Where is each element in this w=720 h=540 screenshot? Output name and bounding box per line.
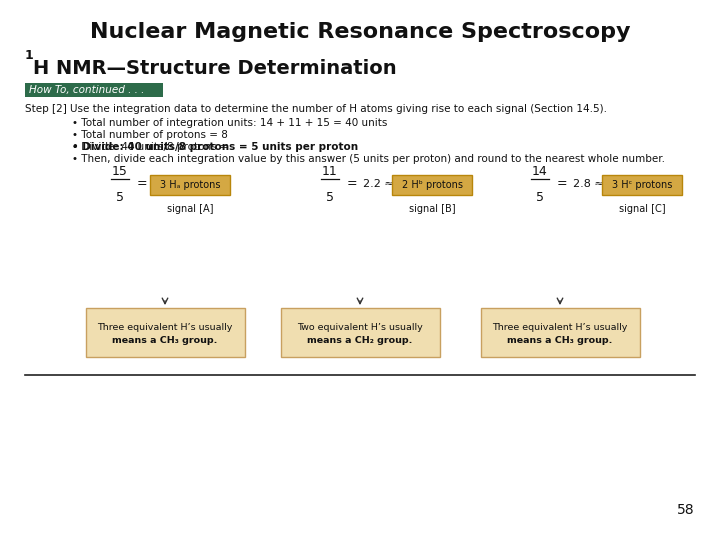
FancyBboxPatch shape: [86, 308, 245, 357]
Text: 2 Hᵇ protons: 2 Hᵇ protons: [402, 180, 462, 190]
Text: Three equivalent H’s usually: Three equivalent H’s usually: [97, 323, 233, 332]
Text: means a CH₂ group.: means a CH₂ group.: [307, 336, 413, 345]
FancyBboxPatch shape: [150, 175, 230, 195]
Text: 15: 15: [112, 165, 128, 178]
FancyBboxPatch shape: [25, 83, 163, 97]
Text: means a CH₃ group.: means a CH₃ group.: [508, 336, 613, 345]
FancyBboxPatch shape: [392, 175, 472, 195]
Text: means a CH₃ group.: means a CH₃ group.: [112, 336, 217, 345]
Text: • Total number of integration units: 14 + 11 + 15 = 40 units: • Total number of integration units: 14 …: [72, 118, 387, 128]
Text: • Divide: 40 units/8 protons =: • Divide: 40 units/8 protons =: [72, 142, 229, 152]
FancyBboxPatch shape: [480, 308, 639, 357]
Text: • Divide: 40 units/8 protons =         5 units per proton: • Divide: 40 units/8 protons = 5 units p…: [72, 142, 387, 152]
Text: How To, continued . . .: How To, continued . . .: [29, 85, 145, 95]
Text: 1: 1: [25, 49, 34, 62]
Text: 58: 58: [678, 503, 695, 517]
FancyBboxPatch shape: [602, 175, 682, 195]
Text: • Then, divide each integration value by this answer (5 units per proton) and ro: • Then, divide each integration value by…: [72, 154, 665, 164]
Text: signal [C]: signal [C]: [618, 204, 665, 214]
Text: Use the integration data to determine the number of H atoms giving rise to each : Use the integration data to determine th…: [70, 104, 607, 114]
Text: 11: 11: [322, 165, 338, 178]
FancyBboxPatch shape: [281, 308, 439, 357]
Text: 2.2 ≈: 2.2 ≈: [363, 179, 394, 189]
Text: • Total number of protons = 8: • Total number of protons = 8: [72, 130, 228, 140]
Text: Three equivalent H’s usually: Three equivalent H’s usually: [492, 323, 628, 332]
Text: 5: 5: [116, 191, 124, 204]
Text: H NMR—Structure Determination: H NMR—Structure Determination: [33, 58, 397, 78]
Text: • Divide: 40 units/8 protons = 5 units per proton: • Divide: 40 units/8 protons = 5 units p…: [72, 142, 358, 152]
Text: Nuclear Magnetic Resonance Spectroscopy: Nuclear Magnetic Resonance Spectroscopy: [90, 22, 630, 42]
Text: signal [B]: signal [B]: [409, 204, 455, 214]
Text: Step [2]: Step [2]: [25, 104, 67, 114]
Text: =: =: [347, 178, 358, 191]
Text: 3 Hᶜ protons: 3 Hᶜ protons: [612, 180, 672, 190]
Text: Two equivalent H’s usually: Two equivalent H’s usually: [297, 323, 423, 332]
Text: 5: 5: [536, 191, 544, 204]
Text: signal [A]: signal [A]: [167, 204, 213, 214]
Text: 5: 5: [326, 191, 334, 204]
Text: 14: 14: [532, 165, 548, 178]
Text: 3 Hₐ protons: 3 Hₐ protons: [160, 180, 220, 190]
Text: =: =: [557, 178, 567, 191]
Text: =: =: [137, 178, 148, 191]
Text: 2.8 ≈: 2.8 ≈: [573, 179, 604, 189]
